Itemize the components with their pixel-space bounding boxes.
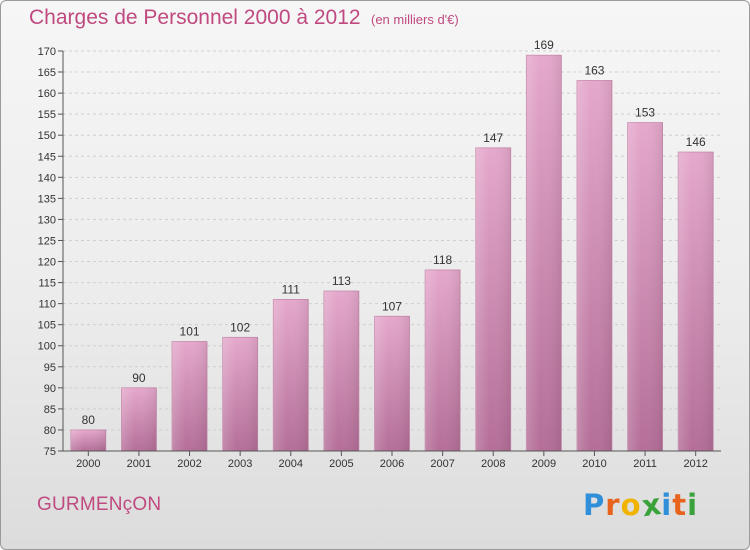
y-tick-label: 110 [38, 299, 56, 311]
y-tick-label: 165 [38, 67, 56, 79]
bar-value-label: 118 [433, 253, 452, 267]
bar-value-label: 147 [483, 131, 503, 145]
y-tick-label: 135 [38, 193, 56, 205]
x-tick-label: 2011 [633, 458, 657, 470]
logo-letter: o [620, 488, 642, 522]
logo-letter: r [605, 488, 621, 522]
bar-value-label: 169 [534, 38, 554, 52]
x-tick-label: 2009 [532, 458, 556, 470]
x-tick-label: 2004 [279, 458, 303, 470]
x-tick-label: 2005 [329, 458, 353, 470]
chart-title: Charges de Personnel 2000 à 2012 [29, 6, 361, 29]
bar-value-label: 101 [180, 325, 200, 339]
y-tick-label: 90 [44, 383, 56, 395]
x-tick-label: 2012 [683, 458, 707, 470]
bar-value-label: 90 [132, 371, 146, 385]
bar-shade [627, 122, 663, 451]
y-tick-label: 130 [38, 214, 56, 226]
x-tick-label: 2008 [481, 458, 505, 470]
logo-letter: i [661, 488, 673, 522]
proxiti-logo: Proxiti [583, 486, 699, 524]
x-tick-label: 2000 [76, 458, 100, 470]
y-tick-label: 125 [38, 235, 56, 247]
y-tick-label: 120 [38, 257, 56, 269]
y-tick-label: 75 [44, 446, 56, 458]
axes: 75 80 85 90 95 100 105 110 115 120 125 130 135 140 145… [38, 46, 721, 470]
x-tick-label: 2007 [430, 458, 454, 470]
bar-shade [70, 429, 106, 451]
commune-name: GURMENçON [37, 494, 162, 515]
x-tick-label: 2010 [582, 458, 606, 470]
bar-value-label: 80 [82, 413, 96, 427]
y-tick-label: 115 [38, 278, 56, 290]
x-tick-label: 2002 [177, 458, 201, 470]
y-tick-label: 145 [38, 151, 56, 163]
y-tick-label: 150 [38, 130, 56, 142]
y-tick-label: 100 [38, 341, 56, 353]
y-tick-label: 80 [44, 425, 56, 437]
y-tick-label: 170 [38, 46, 56, 58]
bar-shade [323, 291, 359, 451]
bar-shade [273, 299, 309, 451]
bar-shade [374, 316, 410, 451]
y-tick-label: 140 [38, 172, 56, 184]
logo-letter: x [639, 486, 664, 524]
bar-shade [526, 55, 562, 452]
x-tick-label: 2001 [127, 458, 151, 470]
y-tick-label: 95 [44, 362, 56, 374]
y-tick-label: 160 [38, 88, 56, 100]
y-tick-label: 105 [38, 320, 56, 332]
bar-shade [172, 341, 208, 451]
bars: 80 90 101 102 111 113 107 118 147 169 163 153 146 [70, 38, 714, 452]
bar-shade [425, 269, 461, 451]
bar-shade [678, 152, 714, 452]
y-tick-label: 155 [38, 109, 56, 121]
bar-value-label: 111 [282, 282, 301, 296]
bar-shade [121, 387, 157, 451]
bar-value-label: 102 [230, 320, 250, 334]
bar-value-label: 163 [584, 63, 604, 77]
y-tick-label: 85 [44, 404, 56, 416]
bar-shade [222, 337, 258, 451]
logo-letter: t [672, 488, 688, 522]
bar-value-label: 113 [332, 274, 351, 288]
x-tick-label: 2003 [228, 458, 252, 470]
bar-shade [475, 147, 511, 451]
bar-value-label: 146 [686, 135, 706, 149]
bar-shade [576, 80, 612, 451]
logo-letter: P [583, 488, 606, 522]
chart-subtitle: (en milliers d'€) [371, 12, 459, 27]
logo-letter: i [687, 488, 699, 522]
x-tick-label: 2006 [380, 458, 404, 470]
bar-value-label: 107 [382, 299, 402, 313]
bar-value-label: 153 [635, 106, 655, 120]
